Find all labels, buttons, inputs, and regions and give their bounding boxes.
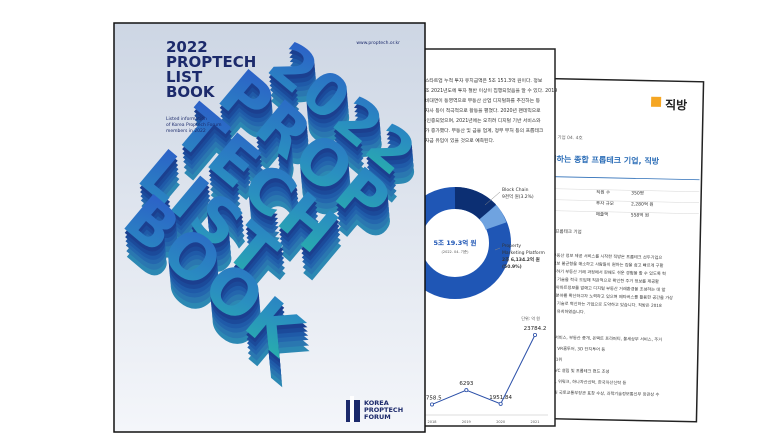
point — [533, 332, 538, 337]
leader — [484, 191, 501, 206]
list-line: 체, 카카오, 위워크, 하나자산신탁, 한국자산신탁 등 — [537, 377, 626, 386]
point — [429, 402, 434, 407]
subtitle-line: members in 2022 — [166, 128, 206, 134]
value-label: 23784.2 — [524, 326, 547, 332]
date: 기업 04. 4호 — [557, 134, 582, 142]
headline: 혁신하는 종합 프롭테크 기업, 직방 — [542, 153, 660, 165]
section: 프롭테크 기업 — [555, 228, 581, 236]
title-line: PROPTECH — [166, 53, 256, 71]
body-line: 앱으로 부동산 정보 제공 서비스를 시작한 직방은 프롭테크 선두기업으 — [540, 251, 663, 261]
x-label: 2021 — [531, 420, 540, 424]
body-line: 자사 등이 적극적으로 활동을 펼쳤다. 2020년 팬데믹으로 — [425, 107, 541, 114]
list-line: 생활제공 서비스, 부동산 중개, 온택트 프라퍼티, 몰세상부 서비스, 주거 — [538, 333, 662, 343]
cell: 직원 수 — [596, 189, 610, 196]
legend: Block Chain — [502, 187, 529, 193]
body-line: 시장의 정보 불균형을 해소하고 사람들이 원하는 집을 쉽고 빠르게 구할 — [540, 259, 664, 269]
logo-line: KOREA — [364, 399, 389, 407]
row-rule — [540, 210, 699, 214]
list-line: 업부장관 및 국토교통부장관 표창 수상, 과학기술정보통신부 장관상 수 — [537, 388, 660, 398]
title-line: LIST — [166, 68, 203, 86]
subtitle-line: Listed information — [166, 116, 207, 122]
row-rule — [541, 199, 700, 203]
body-line: 들이 이용하기 부동산 거래 과정에서 판매도 쉬운 경험을 할 수 있도록 혁 — [539, 267, 666, 277]
legend: 9천억 원(3.2%) — [502, 193, 534, 200]
leader — [494, 247, 501, 251]
value-label: 6293 — [459, 381, 473, 387]
body-line: 비대면이 동영역으로 부동산 산업 디지털화를 추진하는 등 — [425, 97, 541, 104]
body-line: 조 2021년도에 투자 절반 이상이 집행되었음을 알 수 있다. 2019 — [425, 87, 557, 94]
list-line: 을 위한 CVC 설립 및 프롭테크 펀드 조성 — [537, 366, 609, 375]
donut-center: (2022. 04. 기준) — [442, 249, 470, 254]
point — [498, 401, 503, 406]
x-label: 2019 — [462, 420, 471, 424]
unit: 단위: 억 원 — [521, 315, 540, 321]
body-line: 서비스로 아파트정보를 없애고 디지털 부동산 거래환경을 조성하는 데 앞 — [539, 283, 665, 293]
right-page: 직방 기업 04. 4호 혁신하는 종합 프롭테크 기업, 직방 직원 수 350… — [525, 77, 705, 423]
title-line: BOOK — [166, 83, 216, 101]
logo-line: PROPTECH — [364, 406, 403, 414]
cell: 투자 규모 — [596, 200, 614, 207]
cell: 매출액 — [596, 211, 609, 218]
x-label: 2018 — [428, 420, 437, 424]
body-line: 가 증가했다. 부동산 및 금융 업계, 정부 부처 등의 프롭테크 — [425, 127, 544, 134]
title-line: 2022 — [166, 38, 208, 56]
body-line: 프롭테크 분야를 확산하고자 노력하고 있으며 메타버스를 활용한 공간을 가상 — [539, 291, 673, 301]
cover-sheet — [113, 22, 426, 433]
body: 스타트업 누적 투자 유치금액은 5조 151.3억 원이다. 정보조 2021… — [425, 77, 557, 144]
donut-segment — [479, 204, 507, 231]
cell: 350명 — [631, 189, 644, 196]
url: www.proptech.or.kr — [356, 40, 400, 46]
value-label: 1758.5 — [422, 395, 442, 401]
body-line: 스타트업 누적 투자 유치금액은 5조 151.3억 원이다. 정보 — [425, 77, 543, 84]
legend-line: (50.9%) — [502, 264, 522, 270]
logo-line: FORUM — [364, 413, 391, 421]
brand-icon — [651, 96, 662, 107]
point — [464, 388, 469, 393]
cell: 2,280억 원 — [631, 200, 654, 207]
line-chart: 1758.5 2018 6293 2019 1951.84 2020 23784.2 2021 — [420, 326, 548, 424]
value-label: 1951.84 — [489, 395, 512, 401]
line — [431, 334, 536, 405]
body-line: 의 투자를 유치하였습니다. — [539, 307, 586, 315]
donut-segment — [454, 187, 496, 221]
rule — [541, 176, 700, 181]
body-line: 자금 유입이 있을 것으로 예측된다. — [425, 137, 494, 144]
legend-line: 2조 6,134.2억 원 — [502, 256, 540, 263]
body-line: CG 등 IT 기술을 적극 도입해 직관적으로 확인한 주거 정보를 제공할 — [539, 275, 659, 285]
x-label: 2020 — [496, 420, 505, 424]
subtitle-line: of Korea Proptech Forum — [166, 122, 222, 128]
donut-center: 5조 19.3억 원 — [433, 238, 476, 247]
brand: 직방 — [665, 97, 687, 112]
legend-line: Property — [502, 243, 521, 249]
legend-line: Marketing Platform — [502, 250, 545, 256]
logo-mark — [350, 396, 354, 422]
body-line: 을 경험을 기술로 혁신하는 기업으로 도약하고 있습니다. 직방은 2018 — [539, 299, 662, 309]
list-line: 분양 시세, VR홈투어, 3D 단지투어 등 — [538, 344, 605, 352]
body: 앱으로 부동산 정보 제공 서비스를 시작한 직방은 프롭테크 선두기업으시장의… — [539, 251, 674, 315]
row-rule — [541, 188, 700, 192]
cell: 558억 원 — [631, 211, 649, 218]
body-line: ·인증되었으며, 2021년에는 오히려 디지털 기반 서비스와 — [425, 117, 541, 124]
